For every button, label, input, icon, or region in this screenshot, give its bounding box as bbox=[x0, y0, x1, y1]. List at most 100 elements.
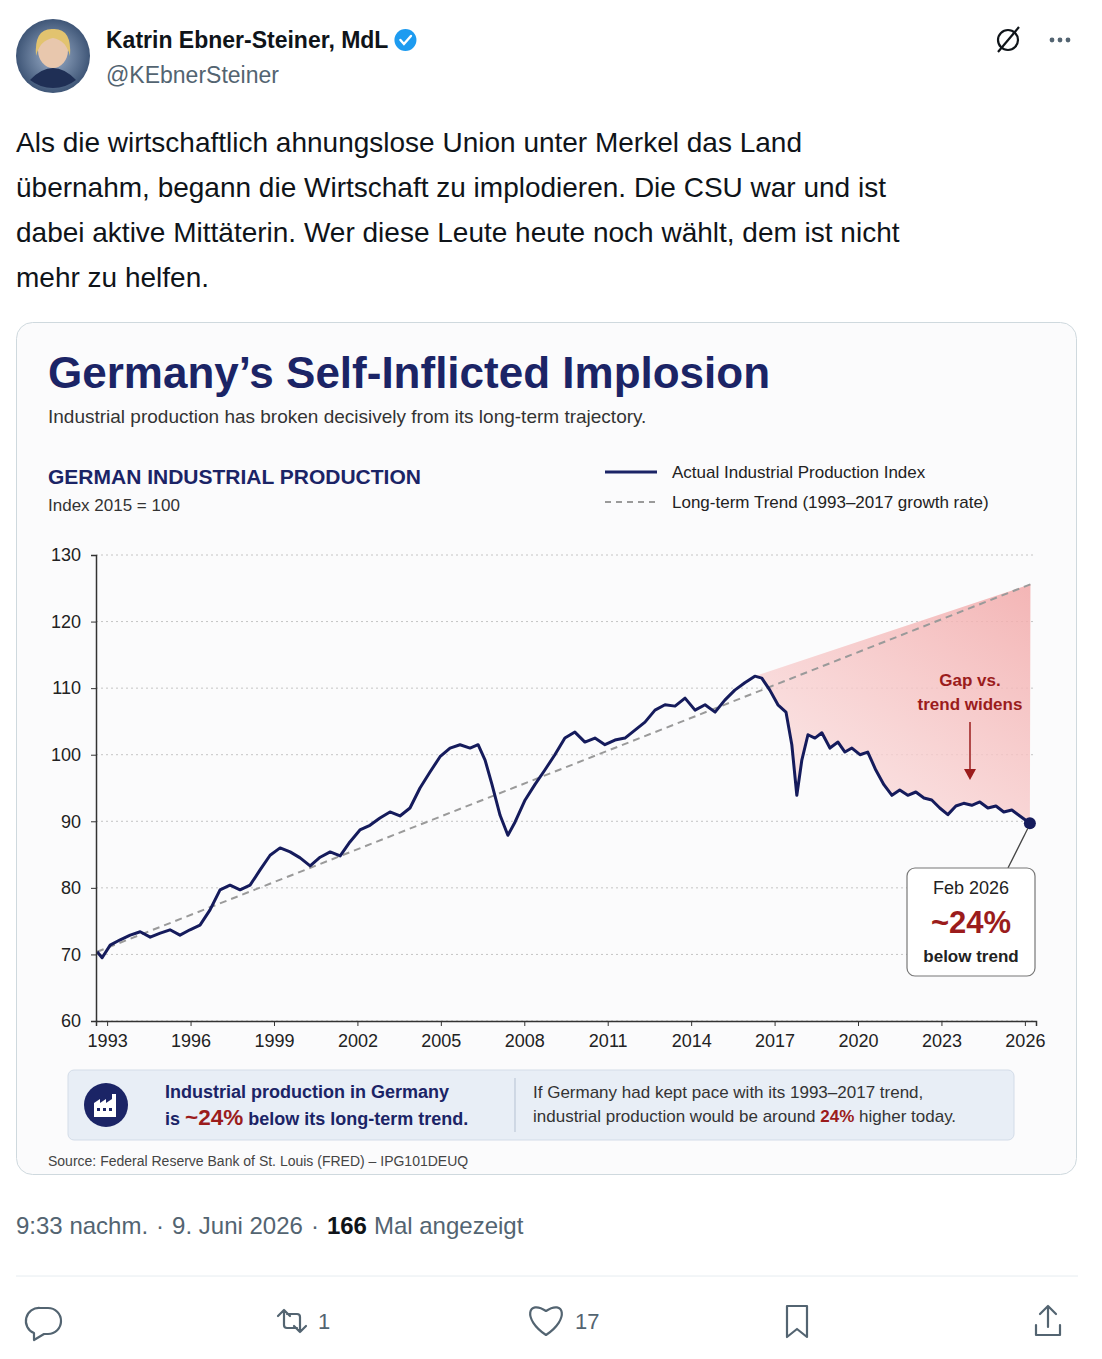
y-tick-label: 110 bbox=[52, 678, 81, 698]
legend-label: Actual Industrial Production Index bbox=[672, 463, 926, 482]
y-tick-label: 70 bbox=[61, 945, 81, 965]
callout-text: ~24% bbox=[931, 905, 1011, 940]
legend-label: Long-term Trend (1993–2017 growth rate) bbox=[672, 493, 989, 512]
y-tick-label: 90 bbox=[61, 812, 81, 832]
y-tick-mark bbox=[91, 888, 96, 889]
like-button[interactable] bbox=[530, 1307, 562, 1335]
y-tick-mark bbox=[91, 1021, 96, 1022]
annotation-arrowhead bbox=[964, 769, 976, 780]
actual-line bbox=[97, 676, 1030, 958]
factory-window bbox=[97, 1108, 100, 1111]
footer-divider bbox=[16, 1276, 1078, 1277]
post-footer: 9:33 nachm.·9. Juni 2026·166Mal angezeig… bbox=[16, 1212, 1078, 1340]
gap-annotation: Gap vs. trend widens bbox=[918, 671, 1023, 780]
legend: Actual Industrial Production Index Long-t… bbox=[605, 463, 989, 512]
banner-text-part: industrial production would be around bbox=[533, 1107, 820, 1126]
post-line: mehr zu helfen. bbox=[16, 262, 209, 293]
y-tick: 70 bbox=[61, 945, 96, 965]
x-tick-label: 2011 bbox=[589, 1031, 628, 1051]
author-handle: @KEbnerSteiner bbox=[106, 62, 279, 88]
reply-button[interactable] bbox=[26, 1308, 61, 1340]
x-tick-mark bbox=[191, 1021, 192, 1026]
more-dot[interactable] bbox=[1066, 38, 1071, 43]
post-line: übernahm, begann die Wirtschaft zu implo… bbox=[16, 172, 886, 203]
x-tick: 2017 bbox=[755, 1021, 795, 1051]
y-tick-label: 60 bbox=[61, 1011, 81, 1031]
x-tick-label: 2005 bbox=[421, 1031, 461, 1051]
like-count: 17 bbox=[575, 1309, 599, 1334]
x-axis: 1993199619992002200520082011201420172020… bbox=[88, 1021, 1046, 1051]
chart-card: Germany’s Self-Inflicted Implosion Indust… bbox=[17, 323, 1077, 1175]
separator: · bbox=[311, 1212, 319, 1239]
y-tick: 80 bbox=[61, 878, 96, 898]
banner-divider bbox=[515, 1078, 516, 1132]
post-line: dabei aktive Mittäterin. Wer diese Leute… bbox=[16, 217, 900, 248]
x-tick-mark bbox=[775, 1021, 776, 1026]
x-tick-mark bbox=[691, 1021, 692, 1026]
y-tick-label: 120 bbox=[51, 612, 81, 632]
y-tick-mark bbox=[91, 622, 96, 623]
x-tick: 2002 bbox=[338, 1021, 378, 1051]
annotation-text: trend widens bbox=[918, 695, 1023, 714]
avatar-hair bbox=[36, 29, 70, 56]
x-tick: 2014 bbox=[672, 1021, 712, 1051]
factory-icon bbox=[94, 1094, 116, 1117]
callout-leader bbox=[1008, 828, 1028, 868]
annotation-text: Gap vs. bbox=[939, 671, 1000, 690]
more-dot[interactable] bbox=[1050, 38, 1055, 43]
grid bbox=[96, 555, 1036, 1021]
y-tick: 110 bbox=[52, 678, 96, 698]
x-tick-label: 2017 bbox=[755, 1031, 795, 1051]
factory-window bbox=[109, 1108, 112, 1111]
grid-line bbox=[96, 821, 1036, 822]
banner: Industrial production in Germanyis ~24% … bbox=[68, 1070, 1014, 1140]
source-note: Source: Federal Reserve Bank of St. Loui… bbox=[48, 1153, 468, 1169]
end-point bbox=[1024, 817, 1036, 829]
banner-text-part: is bbox=[165, 1109, 185, 1129]
share-button[interactable] bbox=[1036, 1306, 1060, 1335]
x-tick: 1993 bbox=[88, 1021, 128, 1051]
avatar[interactable] bbox=[16, 19, 90, 93]
banner-text-part: 24% bbox=[820, 1107, 854, 1126]
y-tick-mark bbox=[91, 954, 96, 955]
post-text: Als die wirtschaftlich ahnungslose Union… bbox=[16, 127, 900, 293]
grok-icon-slash bbox=[998, 27, 1019, 52]
annotation-arrow bbox=[969, 722, 971, 770]
y-tick-mark bbox=[91, 755, 96, 756]
banner-text-part: higher today. bbox=[854, 1107, 956, 1126]
x-tick: 1999 bbox=[254, 1021, 294, 1051]
panel-title: GERMAN INDUSTRIAL PRODUCTION bbox=[48, 465, 421, 488]
chart-title: Germany’s Self-Inflicted Implosion bbox=[48, 348, 770, 397]
x-tick-mark bbox=[608, 1021, 609, 1026]
x-tick: 2008 bbox=[505, 1021, 545, 1051]
x-axis-line bbox=[97, 1022, 1037, 1027]
factory-window bbox=[103, 1108, 106, 1111]
more-dot[interactable] bbox=[1058, 38, 1063, 43]
grid-line bbox=[96, 954, 1036, 955]
x-tick-label: 2008 bbox=[505, 1031, 545, 1051]
plot-data bbox=[97, 584, 1036, 957]
banner-icon bbox=[84, 1083, 128, 1127]
x-tick-mark bbox=[441, 1021, 442, 1026]
view-count: 166 bbox=[327, 1212, 367, 1239]
y-tick: 130 bbox=[51, 545, 96, 565]
banner-text: Industrial production in Germany bbox=[165, 1082, 449, 1102]
x-tick-label: 1993 bbox=[88, 1031, 128, 1051]
x-tick-mark bbox=[524, 1021, 525, 1026]
x-tick-label: 2023 bbox=[922, 1031, 962, 1051]
banner-text-part: below its long-term trend. bbox=[243, 1109, 468, 1129]
x-tick-label: 2026 bbox=[1005, 1031, 1045, 1051]
page: Katrin Ebner-Steiner, MdL@KEbnerSteinerA… bbox=[0, 0, 1102, 1359]
callout: Feb 2026~24%below trend bbox=[907, 828, 1035, 976]
bookmark-button[interactable] bbox=[787, 1306, 807, 1337]
y-tick: 60 bbox=[61, 1011, 96, 1031]
y-axis-line bbox=[91, 556, 97, 1022]
verified-badge bbox=[394, 29, 416, 51]
grid-line bbox=[96, 555, 1036, 556]
card-frame bbox=[17, 323, 1077, 1175]
repost-button[interactable] bbox=[278, 1310, 306, 1332]
y-tick-label: 130 bbox=[51, 545, 81, 565]
x-tick: 2011 bbox=[589, 1021, 628, 1051]
x-tick-mark bbox=[274, 1021, 275, 1026]
x-tick-mark bbox=[1025, 1021, 1026, 1026]
